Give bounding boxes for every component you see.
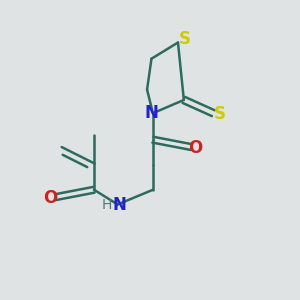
Text: H: H: [101, 198, 112, 212]
Text: O: O: [188, 139, 203, 157]
Text: N: N: [145, 104, 158, 122]
Text: S: S: [179, 30, 191, 48]
Text: S: S: [214, 105, 226, 123]
Text: O: O: [44, 189, 58, 207]
Text: N: N: [112, 196, 126, 214]
